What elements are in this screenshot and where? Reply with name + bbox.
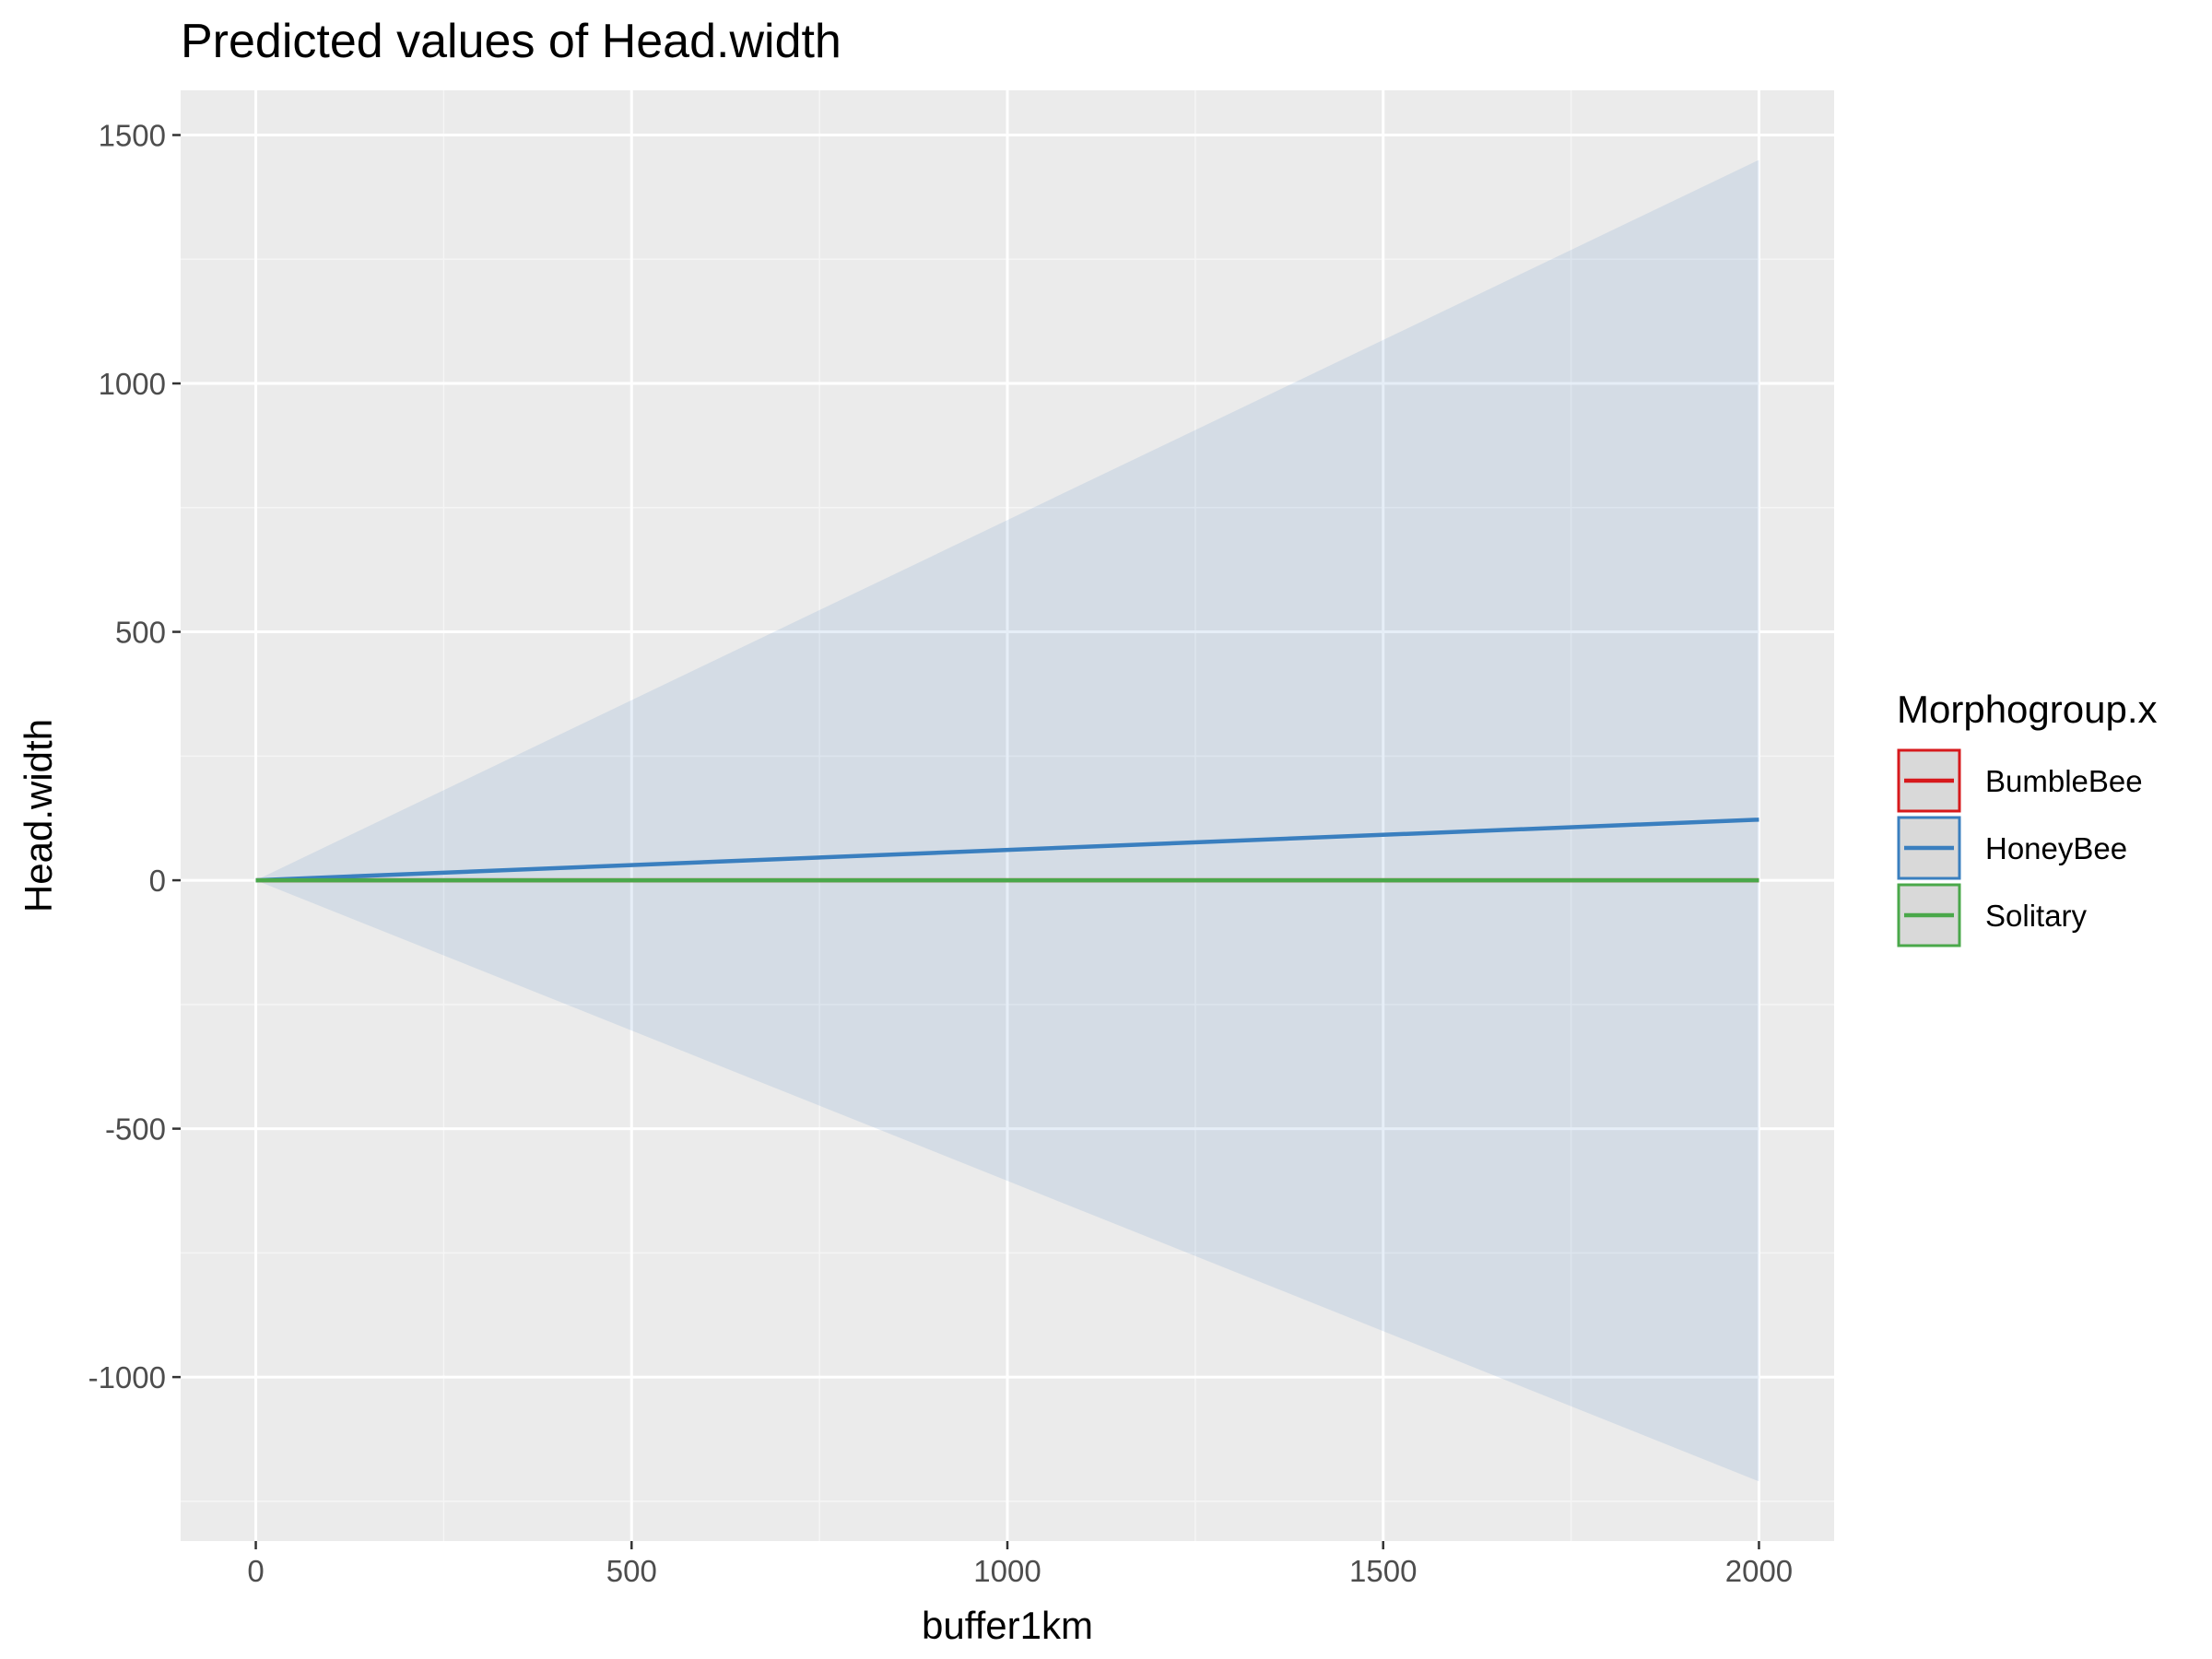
confidence-bands	[255, 159, 1759, 1482]
y-axis-ticks: -1000 -500 0 500 1000 1500	[88, 119, 181, 1394]
x-tick-label: 1000	[973, 1554, 1041, 1588]
ci-band-honeybee	[255, 159, 1759, 1482]
y-tick-label: 0	[149, 864, 166, 898]
y-tick-label: -500	[105, 1112, 166, 1147]
legend-item-solitary: Solitary	[1897, 883, 2088, 947]
series-lines	[255, 818, 1759, 883]
legend: Morphogroup.x BumbleBee HoneyBee Solitary	[1897, 688, 2158, 947]
legend-label: BumbleBee	[1985, 764, 2143, 798]
legend-item-honeybee: HoneyBee	[1897, 816, 2127, 880]
x-axis-title: buffer1km	[922, 1604, 1093, 1647]
series-line-honeybee	[255, 818, 1759, 883]
legend-title: Morphogroup.x	[1897, 688, 2158, 731]
legend-item-bumblebee: BumbleBee	[1897, 748, 2143, 813]
x-tick-label: 1500	[1349, 1554, 1417, 1588]
y-tick-label: 1500	[99, 119, 166, 153]
legend-label: Solitary	[1985, 899, 2088, 933]
x-tick-label: 0	[247, 1554, 264, 1588]
y-tick-label: 500	[115, 616, 166, 650]
y-axis-title: Head.width	[17, 719, 60, 912]
x-tick-label: 500	[606, 1554, 657, 1588]
x-tick-label: 2000	[1725, 1554, 1793, 1588]
chart-title: Predicted values of Head.width	[181, 15, 841, 68]
legend-label: HoneyBee	[1985, 831, 2127, 865]
x-axis-ticks: 0 500 1000 1500 2000	[247, 1541, 1793, 1588]
y-tick-label: 1000	[99, 367, 166, 401]
y-tick-label: -1000	[88, 1360, 166, 1394]
